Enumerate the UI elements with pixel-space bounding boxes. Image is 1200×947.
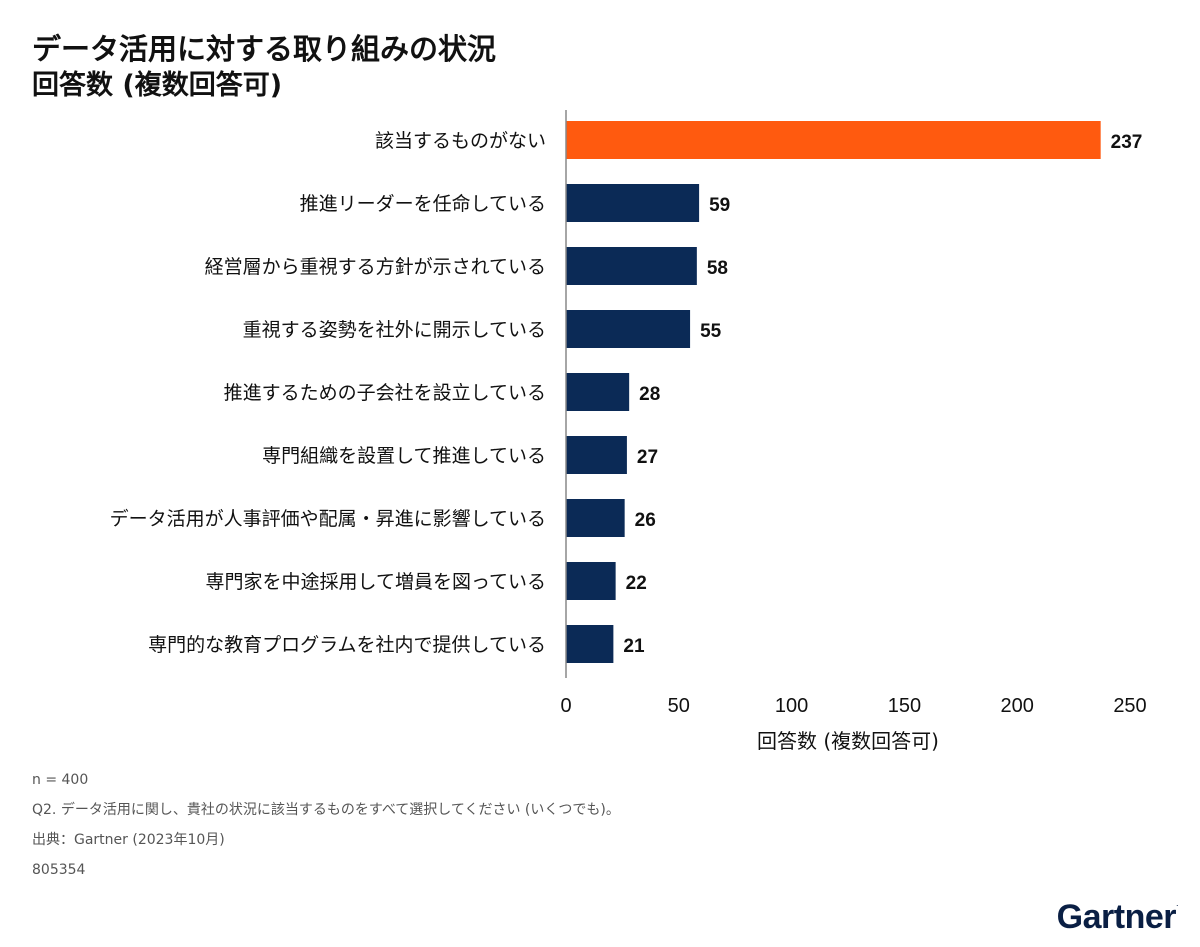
sample-size-note: n = 400 bbox=[32, 772, 89, 788]
data-label: 58 bbox=[707, 258, 728, 279]
bar-chart: 該当するものがない 237 推進リーダーを任命している 59 経営層から重視する方針が示… bbox=[110, 110, 1147, 753]
data-label: 27 bbox=[637, 447, 658, 468]
data-label: 28 bbox=[639, 384, 660, 405]
x-tick-label: 100 bbox=[775, 695, 808, 717]
x-tick-label: 150 bbox=[888, 695, 921, 717]
data-label: 55 bbox=[700, 321, 722, 342]
bar bbox=[566, 247, 697, 285]
bar bbox=[566, 436, 627, 474]
category-label: 経営層から重視する方針が示されている bbox=[205, 256, 546, 278]
chart-title: データ活用に対する取り組みの状況 bbox=[32, 32, 497, 66]
x-tick-label: 200 bbox=[1001, 695, 1034, 717]
x-tick-label: 0 bbox=[560, 695, 571, 717]
x-tick-label: 50 bbox=[668, 695, 690, 717]
category-label: データ活用が人事評価や配属・昇進に影響している bbox=[110, 508, 546, 530]
bar bbox=[566, 310, 691, 348]
chart-subtitle: 回答数 (複数回答可) bbox=[32, 70, 283, 101]
x-tick-label: 250 bbox=[1113, 695, 1146, 717]
bar bbox=[566, 121, 1101, 159]
data-label: 59 bbox=[709, 195, 730, 216]
bar bbox=[566, 625, 614, 663]
bar bbox=[566, 184, 700, 222]
category-label: 推進するための子会社を設立している bbox=[224, 382, 546, 404]
data-label: 22 bbox=[626, 573, 647, 594]
x-axis-title: 回答数 (複数回答可) bbox=[757, 729, 939, 753]
category-label: 専門的な教育プログラムを社内で提供している bbox=[148, 634, 546, 656]
bar bbox=[566, 499, 625, 537]
category-label: 該当するものがない bbox=[375, 130, 546, 152]
bar bbox=[566, 373, 630, 411]
data-label: 21 bbox=[623, 636, 645, 657]
category-label: 専門家を中途採用して増員を図っている bbox=[206, 571, 546, 593]
question-note: Q2. データ活用に関し、貴社の状況に該当するものをすべて選択してください (い… bbox=[32, 802, 620, 818]
gartner-logo: Gartner. bbox=[1056, 898, 1179, 936]
category-label: 重視する姿勢を社外に開示している bbox=[243, 319, 546, 341]
data-label: 26 bbox=[635, 510, 656, 531]
category-label: 専門組織を設置して推進している bbox=[262, 445, 546, 467]
data-label: 237 bbox=[1111, 132, 1143, 153]
document-id: 805354 bbox=[32, 862, 86, 878]
bar bbox=[566, 562, 616, 600]
category-label: 推進リーダーを任命している bbox=[300, 193, 546, 215]
footnotes: n = 400 Q2. データ活用に関し、貴社の状況に該当するものをすべて選択し… bbox=[32, 770, 620, 890]
source-note: 出典：Gartner (2023年10月) bbox=[32, 832, 225, 848]
